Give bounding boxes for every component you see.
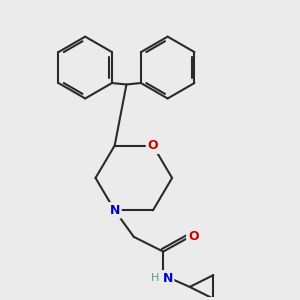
Text: O: O [148, 139, 158, 152]
Text: H: H [151, 273, 160, 283]
Text: N: N [163, 272, 173, 285]
Text: N: N [110, 204, 120, 217]
Text: O: O [188, 230, 199, 243]
